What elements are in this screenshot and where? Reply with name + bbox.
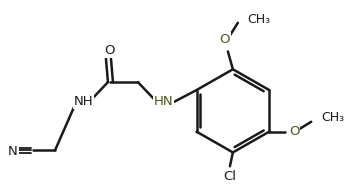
Text: NH: NH [74,95,94,108]
Text: CH₃: CH₃ [247,13,270,26]
Text: O: O [289,125,300,138]
Text: Cl: Cl [223,170,236,183]
Text: N: N [8,145,18,158]
Text: CH₃: CH₃ [321,111,344,124]
Text: O: O [105,44,115,57]
Text: HN: HN [154,95,174,108]
Text: O: O [220,33,230,46]
